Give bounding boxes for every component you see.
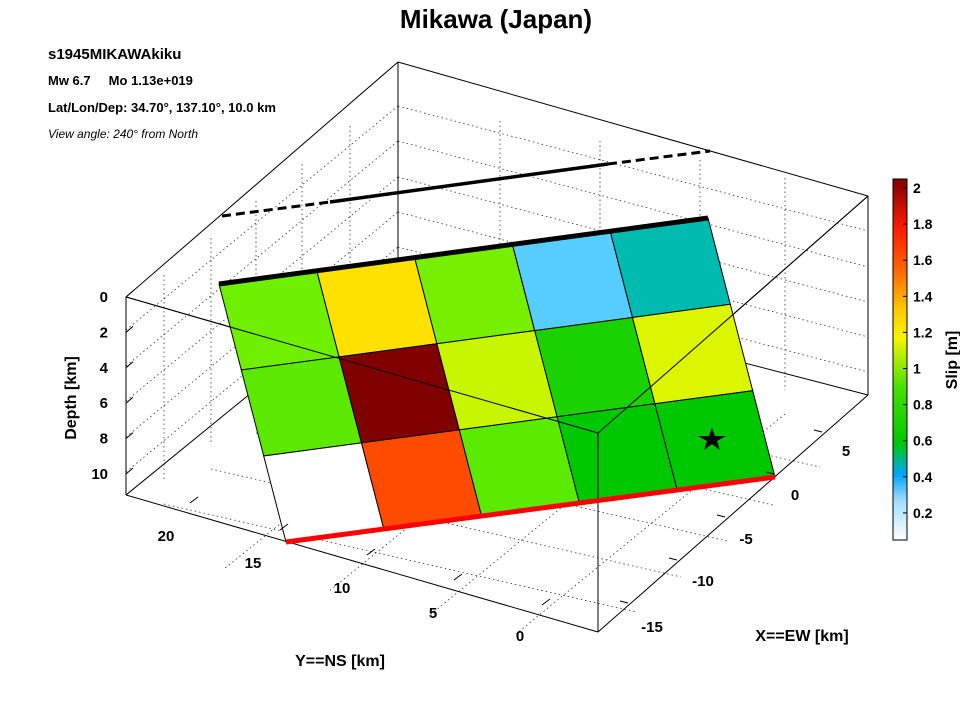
colorbar-tick-label: 1 — [913, 361, 921, 377]
y-tick-label: 5 — [429, 605, 437, 622]
x-tick-label: 0 — [791, 487, 799, 504]
y-tick-mark — [454, 574, 462, 580]
colorbar-tick-label: 0.4 — [913, 469, 933, 485]
x-tick-mark — [620, 601, 628, 603]
colorbar-tick-label: 0.6 — [913, 433, 933, 449]
colorbar-tick-label: 1.6 — [913, 252, 933, 268]
x-tick-label: -15 — [641, 619, 663, 636]
y-tick-label: 0 — [516, 628, 524, 645]
depth-tick-mark — [126, 433, 133, 439]
view-angle-line: View angle: 240° from North — [48, 127, 198, 141]
surface-trace-dashed-left — [222, 202, 330, 216]
colorbar-tick-label: 2 — [913, 180, 921, 196]
chart-title: Mikawa (Japan) — [400, 4, 592, 34]
depth-tick-label: 0 — [100, 289, 108, 306]
x-tick-label: -5 — [739, 531, 752, 548]
fault-plane — [219, 218, 775, 542]
depth-tick-mark — [126, 291, 133, 297]
colorbar-tick-label: 0.8 — [913, 397, 933, 413]
colorbar: 2 1.8 1.6 1.4 1.2 1 0.8 0.6 0.4 0.2 Slip [m] — [893, 179, 960, 540]
colorbar-tick-label: 0.2 — [913, 505, 933, 521]
x-tick-label: 5 — [842, 443, 850, 460]
y-tick-mark — [542, 599, 550, 605]
y-tick-label: 20 — [158, 528, 175, 545]
x-axis-label: X==EW [km] — [755, 628, 848, 645]
colorbar-tick-label: 1.2 — [913, 324, 933, 340]
y-tick-mark — [367, 549, 375, 555]
x-tick-mark — [717, 515, 725, 517]
magnitude-line: Mw 6.7 Mo 1.13e+019 — [48, 73, 193, 88]
depth-tick-label: 2 — [100, 324, 108, 341]
slip-cell — [633, 304, 753, 403]
x-tick-label: -10 — [692, 573, 714, 590]
colorbar-tick-label: 1.8 — [913, 216, 933, 232]
y-tick-label: 15 — [245, 555, 262, 572]
location-line: Lat/Lon/Dep: 34.70°, 137.10°, 10.0 km — [48, 100, 276, 115]
colorbar-tick-label: 1.4 — [913, 288, 933, 304]
depth-tick-label: 10 — [91, 466, 108, 483]
x-tick-mark — [814, 430, 822, 432]
depth-tick-label: 4 — [100, 360, 109, 377]
slip-cell — [610, 218, 730, 318]
x-tick-mark — [669, 558, 677, 560]
depth-axis-label: Depth [km] — [63, 356, 80, 440]
y-tick-mark — [190, 497, 198, 503]
surface-trace-solid — [330, 164, 608, 202]
depth-tick-label: 8 — [100, 431, 108, 448]
event-id: s1945MIKAWAkiku — [48, 46, 181, 63]
colorbar-scale — [893, 179, 907, 540]
y-axis-label: Y==NS [km] — [295, 653, 385, 670]
y-tick-label: 10 — [334, 580, 351, 597]
depth-tick-label: 6 — [100, 395, 108, 412]
depth-axis-ticks: 0 2 4 6 8 10 — [91, 289, 133, 483]
surface-trace-dashed-right — [608, 151, 710, 164]
colorbar-label: Slip [m] — [944, 331, 960, 390]
